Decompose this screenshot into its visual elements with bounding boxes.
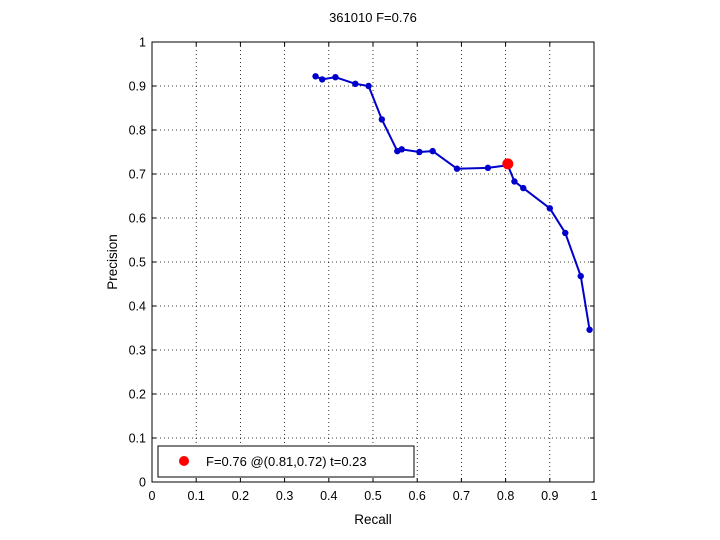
x-tick-label: 1	[591, 489, 598, 503]
data-point	[318, 76, 326, 83]
y-tick-label: 0.7	[129, 168, 146, 182]
x-tick-label: 0.5	[364, 489, 381, 503]
x-axis-label: Recall	[354, 512, 392, 527]
best-f-point	[502, 158, 514, 170]
x-tick-label: 0	[149, 489, 156, 503]
x-tick-label: 0.2	[232, 489, 249, 503]
y-tick-label: 0.8	[129, 124, 146, 138]
data-point	[429, 147, 436, 155]
data-point	[398, 146, 405, 153]
data-point	[332, 74, 339, 81]
y-tick-label: 0.3	[129, 344, 146, 358]
y-tick-label: 0.4	[129, 300, 146, 314]
data-point	[453, 165, 461, 172]
y-tick-label: 0.1	[129, 432, 146, 446]
x-tick-label: 0.3	[276, 489, 293, 503]
y-tick-label: 1	[139, 36, 146, 50]
data-point	[586, 326, 593, 333]
grid	[152, 42, 594, 482]
legend: F=0.76 @(0.81,0.72) t=0.23	[157, 445, 415, 478]
data-point	[511, 178, 518, 185]
data-point	[546, 205, 553, 212]
data-point	[562, 229, 569, 237]
legend-label: F=0.76 @(0.81,0.72) t=0.23	[206, 454, 367, 469]
y-tick-label: 0.6	[129, 212, 146, 226]
data-point	[520, 184, 527, 192]
axis-ticks: 0 0.1 0.2 0.3 0.4 0.5 0.6 0.7 0.8 0.9 1 0 0.1 0.2 0.3 0…	[129, 36, 598, 504]
y-tick-label: 0.5	[129, 256, 146, 270]
series-group	[312, 73, 593, 333]
data-point	[312, 73, 319, 80]
legend-marker	[179, 456, 189, 466]
data-point	[378, 116, 386, 123]
y-tick-label: 0.9	[129, 80, 146, 94]
data-point	[484, 164, 492, 172]
data-point	[416, 148, 423, 156]
y-tick-label: 0	[139, 476, 146, 490]
x-tick-label: 0.9	[541, 489, 558, 503]
data-point	[577, 272, 584, 280]
x-tick-label: 0.7	[453, 489, 470, 503]
y-axis-label: Precision	[105, 234, 120, 290]
data-point	[365, 82, 372, 90]
y-tick-label: 0.2	[129, 388, 146, 402]
x-tick-label: 0.6	[409, 489, 426, 503]
legend-box	[157, 445, 415, 478]
x-tick-label: 0.8	[497, 489, 514, 503]
x-tick-label: 0.1	[188, 489, 205, 503]
x-tick-label: 0.4	[320, 489, 337, 503]
data-point	[352, 80, 359, 88]
chart-title: 361010 F=0.76	[329, 10, 417, 25]
